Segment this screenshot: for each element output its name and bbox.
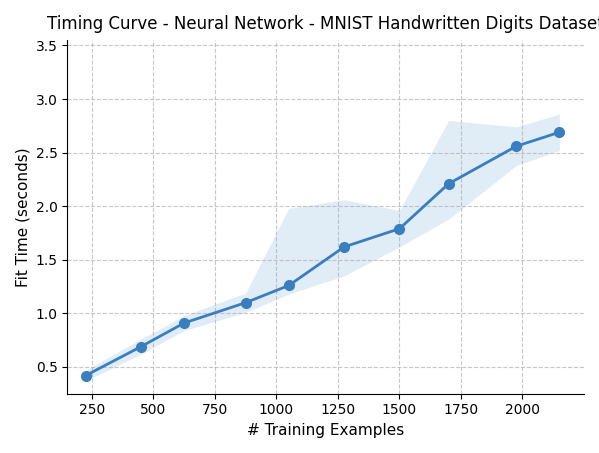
Title: Timing Curve - Neural Network - MNIST Handwritten Digits Dataset: Timing Curve - Neural Network - MNIST Ha… <box>47 15 599 33</box>
X-axis label: # Training Examples: # Training Examples <box>247 423 404 438</box>
Y-axis label: Fit Time (seconds): Fit Time (seconds) <box>15 147 30 287</box>
